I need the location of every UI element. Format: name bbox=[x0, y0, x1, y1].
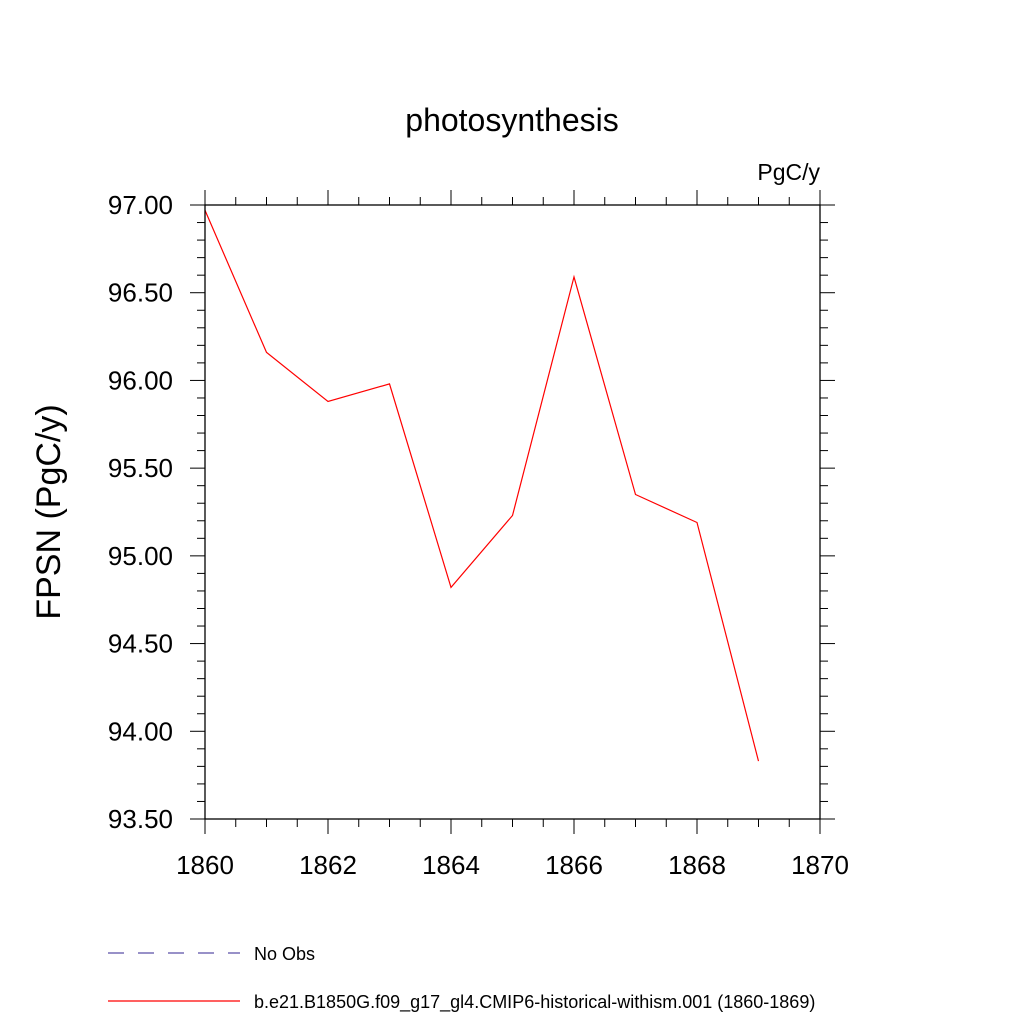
y-tick-label: 94.00 bbox=[108, 716, 173, 746]
legend-label-no-obs: No Obs bbox=[254, 944, 315, 964]
x-tick-labels: 1860 1862 1864 1866 1868 1870 bbox=[176, 850, 849, 880]
plot-frame bbox=[204, 204, 821, 820]
series-line-0 bbox=[204, 210, 760, 762]
y-tick-label: 96.50 bbox=[108, 278, 173, 308]
x-tick-label: 1866 bbox=[545, 850, 603, 880]
units-label: PgC/y bbox=[757, 159, 820, 185]
axis-ticks bbox=[190, 190, 835, 834]
y-tick-labels: 93.50 94.00 94.50 95.00 95.50 96.00 96.50 97.00 bbox=[108, 190, 173, 834]
x-tick-label: 1870 bbox=[791, 850, 849, 880]
x-tick-label: 1864 bbox=[422, 850, 480, 880]
x-tick-label: 1868 bbox=[668, 850, 726, 880]
y-tick-label: 95.50 bbox=[108, 453, 173, 483]
chart-title: photosynthesis bbox=[405, 102, 618, 138]
y-tick-label: 93.50 bbox=[108, 804, 173, 834]
x-tick-label: 1862 bbox=[299, 850, 357, 880]
legend: No Obs b.e21.B1850G.f09_g17_gl4.CMIP6-hi… bbox=[108, 944, 815, 1013]
x-tick-label: 1860 bbox=[176, 850, 234, 880]
y-axis-label: FPSN (PgC/y) bbox=[30, 404, 68, 619]
y-tick-label: 97.00 bbox=[108, 190, 173, 220]
y-tick-label: 94.50 bbox=[108, 629, 173, 659]
y-tick-label: 96.00 bbox=[108, 365, 173, 395]
legend-label-model: b.e21.B1850G.f09_g17_gl4.CMIP6-historica… bbox=[254, 992, 815, 1013]
series-layer bbox=[204, 210, 760, 762]
y-tick-label: 95.00 bbox=[108, 541, 173, 571]
